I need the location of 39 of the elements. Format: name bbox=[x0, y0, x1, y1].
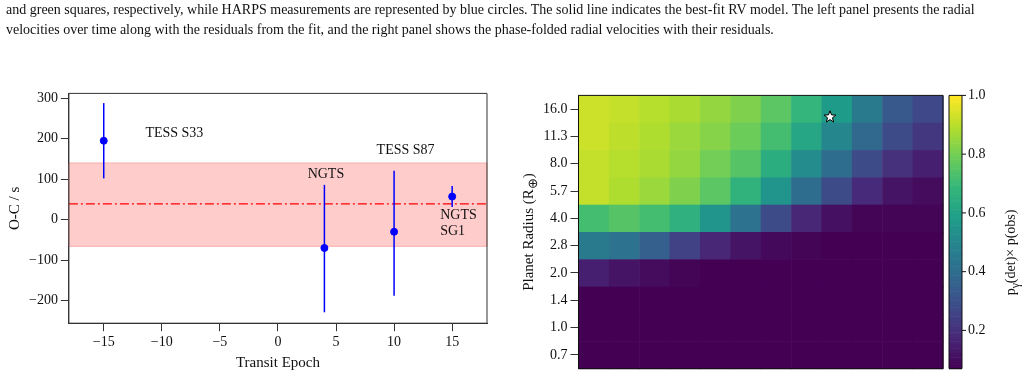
y-tick-label: 16.0 bbox=[543, 100, 568, 116]
x-axis-title: Transit Epoch bbox=[235, 353, 321, 370]
y-tick-label: 2.0 bbox=[550, 264, 568, 280]
annotation: TESS S87 bbox=[376, 141, 435, 157]
y-tick-label: 100 bbox=[36, 170, 58, 186]
y-tick-label: 1.0 bbox=[550, 319, 568, 335]
y-tick-label: 0.7 bbox=[550, 346, 568, 362]
color-bar-label: 0.2 bbox=[968, 322, 986, 338]
y-tick-label: 11.3 bbox=[543, 128, 568, 144]
point bbox=[448, 192, 457, 201]
text: and green squares, respectively, while HARPS measurements are represented by blue circles. The solid line indicates the best-fit RV model. The left panel presents the radial velocities over time along with the residuals from the fit, and the right panel shows the phase-folded radial velocities with their residuals. bbox=[6, 1, 976, 39]
y-tick-label: 1.4 bbox=[550, 291, 568, 307]
x-tick-label: 5 bbox=[332, 334, 340, 350]
y-tick-label: 4.0 bbox=[550, 210, 568, 226]
y-tick-label: 300 bbox=[36, 89, 58, 105]
y-tick-label: 2.8 bbox=[550, 237, 568, 253]
color-bar-label: 0.6 bbox=[968, 204, 986, 220]
y-tick-label: 0 bbox=[50, 211, 58, 227]
point bbox=[320, 243, 329, 252]
point bbox=[99, 136, 108, 145]
x-tick-label: 10 bbox=[387, 334, 402, 350]
x-tick-label: −5 bbox=[212, 334, 228, 350]
y-tick-label: 5.7 bbox=[550, 182, 568, 198]
color-bar-label: 1.0 bbox=[968, 87, 986, 103]
annotation: TESS S33 bbox=[145, 125, 204, 141]
x-tick-label: −15 bbox=[92, 334, 115, 350]
y-tick-label: −200 bbox=[28, 292, 58, 308]
annotation: NGTS bbox=[307, 166, 345, 182]
x-tick-label: −10 bbox=[150, 334, 173, 350]
color-bar-label: 0.4 bbox=[968, 263, 986, 279]
color-bar-label: 0.8 bbox=[968, 145, 986, 161]
y-tick-label: 200 bbox=[36, 130, 58, 146]
y-tick-label: −100 bbox=[28, 251, 58, 267]
x-tick-label: 0 bbox=[274, 334, 282, 350]
y-axis-title: O-C / s bbox=[5, 186, 22, 230]
x-tick-label: 15 bbox=[445, 334, 460, 350]
point bbox=[390, 227, 399, 236]
y-tick-label: 8.0 bbox=[550, 155, 568, 171]
annotation: NGTS SG1 bbox=[440, 207, 477, 239]
